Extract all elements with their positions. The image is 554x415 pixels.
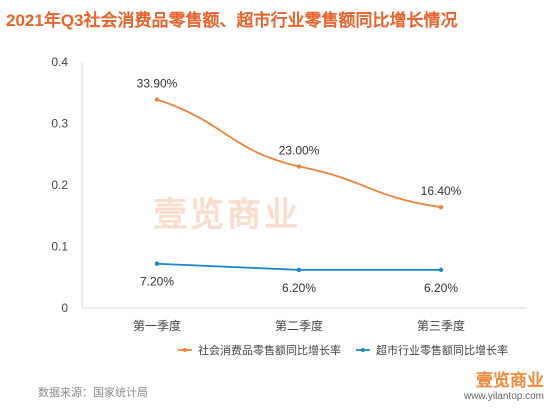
y-tick-label: 0.3 <box>51 117 68 131</box>
x-tick-label: 第三季度 <box>417 318 465 333</box>
y-tick-label: 0 <box>61 301 68 315</box>
data-label: 23.00% <box>279 144 320 158</box>
data-point-2 <box>154 261 160 266</box>
x-tick-label: 第一季度 <box>133 318 181 333</box>
data-point-2 <box>296 267 302 273</box>
data-label: 7.20% <box>140 275 174 289</box>
y-tick-label: 0.4 <box>51 55 68 69</box>
legend-marker-1 <box>183 348 187 352</box>
footer-brand: 壹览商业 <box>476 371 544 390</box>
legend-marker-2 <box>361 348 365 352</box>
data-point-1 <box>296 164 302 169</box>
legend-label-2: 超市行业零售额同比增长率 <box>376 343 508 357</box>
data-source: 数据来源：国家统计局 <box>38 387 148 399</box>
chart-title: 2021年Q3社会消费品零售额、超市行业零售额同比增长情况 <box>6 11 458 30</box>
y-tick-label: 0.1 <box>51 240 68 254</box>
y-tick-label: 0.2 <box>51 178 68 192</box>
footer-url: www.yilantop.com <box>463 391 544 402</box>
data-label: 6.20% <box>282 281 316 295</box>
legend-label-1: 社会消费品零售额同比增长率 <box>198 343 341 357</box>
data-label: 6.20% <box>424 281 458 295</box>
footer-logo: 壹览商业 www.yilantop.com <box>464 371 544 403</box>
data-label: 33.90% <box>137 77 178 91</box>
data-point-1 <box>438 204 444 210</box>
x-tick-label: 第二季度 <box>275 318 323 333</box>
data-label: 16.40% <box>421 184 462 198</box>
data-point-1 <box>154 97 160 102</box>
data-point-2 <box>438 267 444 273</box>
